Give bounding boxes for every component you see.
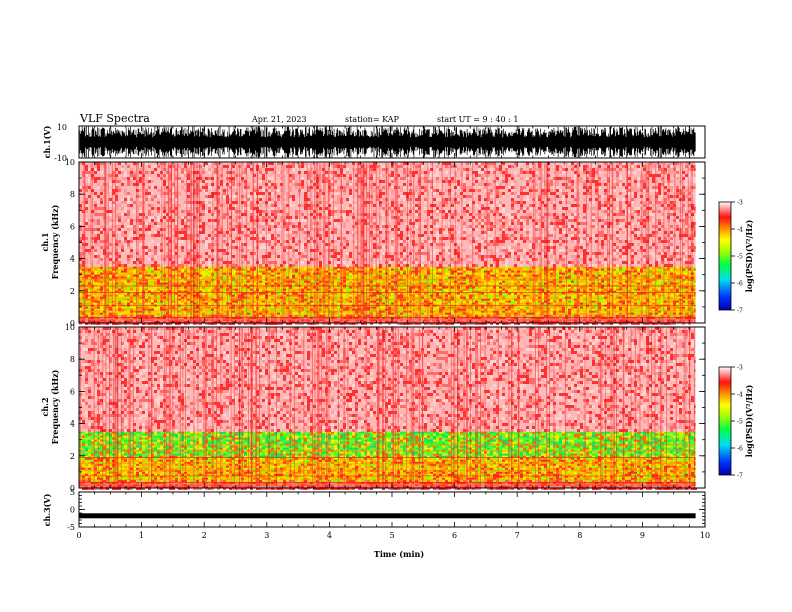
ch3-waveform-panel: -505 0 1 2 3 4 5 6 7 8 9 10 ch.3(V) Time (min) [42, 488, 710, 559]
ch2-spectrogram-image [79, 327, 705, 490]
x-tick-label: 10 [700, 531, 710, 540]
y-tick-label: 5 [70, 488, 75, 497]
x-tick-label: 8 [577, 531, 582, 540]
y-tick-label: 0 [70, 506, 75, 515]
ch1-ytick-top: 10 [57, 123, 67, 132]
colorbar-tick-label: -6 [737, 281, 743, 288]
x-tick-label: 1 [139, 531, 144, 540]
ch3-waveform-ylabel: ch.3(V) [42, 493, 52, 526]
start-time-label: start UT = 9 : 40 : 1 [437, 115, 518, 124]
colorbar-tick-label: -4 [737, 392, 743, 399]
x-tick-label: 2 [202, 531, 207, 540]
x-tick-label: 7 [515, 531, 520, 540]
ch3-waveform-yticks: -5 0 5 [67, 488, 705, 532]
colorbar-tick-label: -6 [737, 446, 743, 453]
colorbar-tick-label: -7 [737, 308, 743, 315]
x-tick-label: 0 [76, 531, 81, 540]
figure-header: VLF Spectra Apr. 21, 2023 station= KAP s… [79, 112, 518, 125]
ch3-waveform-trace [79, 513, 696, 519]
y-tick-label: 6 [70, 387, 75, 396]
y-tick-label: 4 [70, 420, 75, 429]
spectrogram-band [79, 314, 696, 323]
ch1-waveform-trace [79, 126, 696, 158]
x-tick-label: 6 [452, 531, 457, 540]
y-tick-label: 10 [65, 323, 75, 332]
colorbar-tick-label: -4 [737, 227, 743, 234]
y-tick-label: 8 [70, 355, 75, 364]
ch1-waveform-panel: 10 -10 ch.1(V) [42, 123, 706, 163]
ch2-spectrogram-ylabel: Frequency (kHz) [50, 369, 60, 444]
ch2-spectrogram-xticks [78, 327, 706, 488]
time-axis-label: Time (min) [374, 549, 424, 559]
ch2-colorbar-ticks: -3 -4 -5 -6 -7 [731, 365, 743, 480]
spectrogram-empty-region [695, 327, 705, 488]
y-tick-label: 6 [70, 222, 75, 231]
colorbar-tick-label: -7 [737, 473, 743, 480]
figure-title: VLF Spectra [79, 112, 150, 125]
y-tick-label: 10 [65, 158, 75, 167]
colorbar-tick-label: -3 [737, 200, 743, 207]
ch2-colorbar-scale [718, 366, 732, 476]
ch2-colorbar-label: log(PSD)(V²/Hz) [744, 385, 754, 458]
ch1-spectrogram-image [79, 162, 705, 325]
ch2-colorbar: -3 -4 -5 -6 -7 log(PSD)(V²/Hz) [718, 365, 754, 480]
spectrogram-empty-region [695, 162, 705, 323]
y-tick-label: 2 [70, 287, 75, 296]
x-tick-label: 9 [640, 531, 645, 540]
x-tick-label: 4 [327, 531, 332, 540]
ch3-waveform-xticks: 0 1 2 3 4 5 6 7 8 9 10 [76, 492, 710, 540]
colorbar-tick-label: -5 [737, 419, 743, 426]
x-tick-label: 5 [389, 531, 394, 540]
y-tick-label: -5 [67, 523, 75, 532]
ch2-spectrogram-yticks: 0 2 4 6 8 10 [65, 323, 705, 493]
ch1-waveform-line [79, 126, 696, 158]
ch1-spectrogram-chlabel: ch.1 [40, 232, 50, 251]
date-label: Apr. 21, 2023 [251, 115, 307, 124]
ch2-spectrogram-chlabel: ch.2 [40, 397, 50, 416]
ch1-waveform-xticks [78, 126, 706, 158]
station-label: station= KAP [345, 115, 400, 124]
ch3-waveform-frame [78, 491, 706, 528]
ch1-spectrogram-xticks [78, 162, 706, 323]
ch1-ytick-bottom: -10 [54, 154, 67, 163]
ch1-spectrogram-ylabel: Frequency (kHz) [50, 204, 60, 279]
y-tick-label: 8 [70, 190, 75, 199]
colorbar-tick-label: -3 [737, 365, 743, 372]
y-tick-label: 2 [70, 452, 75, 461]
y-tick-label: 0 [70, 319, 75, 328]
y-tick-label: 0 [70, 484, 75, 493]
x-tick-label: 3 [264, 531, 269, 540]
ch3-waveform-line [79, 513, 696, 519]
ch1-spectrogram-yticks: 0 2 4 6 8 10 [65, 158, 705, 328]
ch1-colorbar-scale [718, 201, 732, 311]
ch1-waveform-ylabel: ch.1(V) [42, 125, 52, 158]
ch1-colorbar-ticks: -3 -4 -5 -6 -7 [731, 200, 743, 315]
y-tick-label: 4 [70, 255, 75, 264]
ch1-spectrogram-panel: 0 2 4 6 8 10 ch.1 Frequency (kHz) [40, 158, 706, 328]
ch1-colorbar-label: log(PSD)(V²/Hz) [744, 220, 754, 293]
ch1-colorbar: -3 -4 -5 -6 -7 log(PSD)(V²/Hz) [718, 200, 754, 315]
colorbar-tick-label: -5 [737, 254, 743, 261]
ch2-spectrogram-panel: 0 2 4 6 8 10 ch.2 Frequency (kHz) [40, 323, 706, 493]
